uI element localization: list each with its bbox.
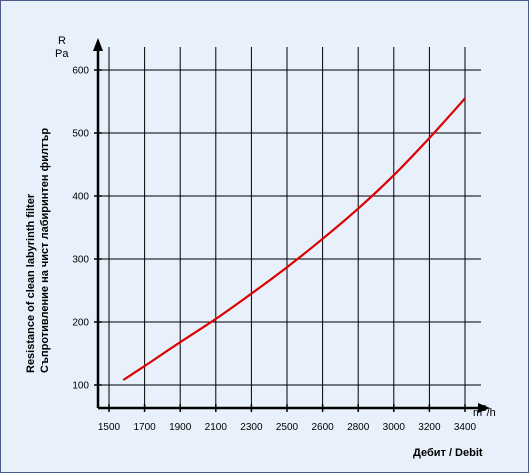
x-tick-label: 2800 bbox=[347, 422, 370, 433]
y-tick-label: 200 bbox=[72, 318, 89, 329]
x-tick-label: 3400 bbox=[454, 422, 477, 433]
x-axis-title: Дебит / Debit bbox=[413, 447, 483, 459]
y-tick-label: 100 bbox=[72, 381, 89, 392]
x-tick-label: 3200 bbox=[418, 422, 441, 433]
y-tick-label: 300 bbox=[72, 255, 89, 266]
series-layer bbox=[122, 97, 466, 381]
y-tick-label: 500 bbox=[72, 129, 89, 140]
x-tick-label: 1500 bbox=[98, 422, 121, 433]
y-axis-arrow bbox=[93, 38, 103, 51]
grid bbox=[96, 47, 481, 408]
x-unit-tail: /h bbox=[487, 407, 496, 419]
x-unit-base: m bbox=[473, 407, 482, 419]
x-tick-label: 2300 bbox=[240, 422, 263, 433]
y-unit-symbol: R bbox=[58, 35, 66, 47]
x-unit: m3/h bbox=[473, 404, 496, 419]
x-unit-exp: 3 bbox=[482, 404, 487, 413]
y-unit: Pa bbox=[55, 48, 69, 60]
y-axis-title-en: Resistance of clean labyrinth filter bbox=[25, 193, 37, 373]
x-tick-label: 2500 bbox=[276, 422, 299, 433]
series-line-resistance bbox=[122, 97, 466, 381]
x-tick-label: 3000 bbox=[383, 422, 406, 433]
axes bbox=[93, 38, 490, 413]
x-tick-label: 2100 bbox=[205, 422, 228, 433]
x-axis-arrow bbox=[478, 403, 490, 413]
tick-labels: 1500 1700 1900 2100 2300 2500 2600 2800 3000 3200… bbox=[72, 66, 476, 434]
x-tick-label: 2600 bbox=[311, 422, 334, 433]
y-axis-title-bg: Съпротивление на чист лабиринтен филтър bbox=[39, 128, 51, 373]
y-tick-label: 600 bbox=[72, 66, 89, 77]
y-tick-label: 400 bbox=[72, 192, 89, 203]
x-tick-label: 1700 bbox=[133, 422, 156, 433]
x-tick-label: 1900 bbox=[169, 422, 192, 433]
